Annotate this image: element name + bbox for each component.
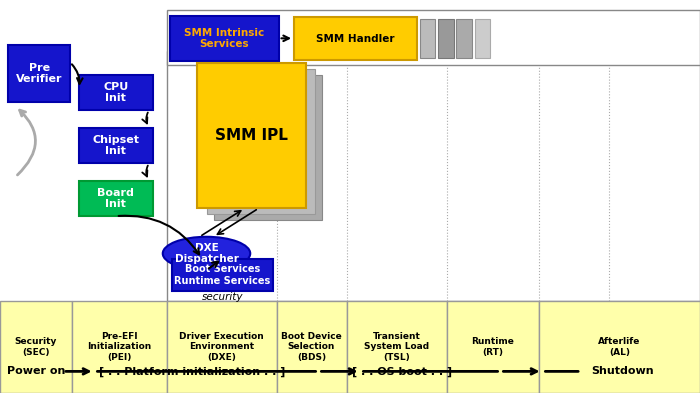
Text: Driver Execution
Environment
(DXE): Driver Execution Environment (DXE) <box>179 332 264 362</box>
FancyBboxPatch shape <box>72 301 167 393</box>
FancyBboxPatch shape <box>0 301 72 393</box>
Text: Board
Init: Board Init <box>97 188 134 209</box>
FancyBboxPatch shape <box>206 69 315 214</box>
FancyBboxPatch shape <box>475 19 490 58</box>
Text: SMM IPL: SMM IPL <box>215 128 288 143</box>
Text: Chipset
Init: Chipset Init <box>92 135 139 156</box>
FancyBboxPatch shape <box>167 301 276 393</box>
FancyBboxPatch shape <box>167 10 700 65</box>
FancyBboxPatch shape <box>167 51 700 301</box>
Text: Shutdown: Shutdown <box>592 366 654 376</box>
Text: Transient
System Load
(TSL): Transient System Load (TSL) <box>364 332 429 362</box>
FancyBboxPatch shape <box>79 128 153 163</box>
FancyBboxPatch shape <box>539 301 700 393</box>
FancyBboxPatch shape <box>8 45 70 102</box>
FancyBboxPatch shape <box>170 16 279 61</box>
Text: Pre-EFI
Initialization
(PEI): Pre-EFI Initialization (PEI) <box>88 332 151 362</box>
FancyBboxPatch shape <box>438 19 454 58</box>
FancyBboxPatch shape <box>447 301 539 393</box>
FancyBboxPatch shape <box>172 259 273 291</box>
Text: CPU
Init: CPU Init <box>103 82 129 103</box>
Text: Pre
Verifier: Pre Verifier <box>16 63 62 84</box>
FancyBboxPatch shape <box>346 301 447 393</box>
Text: SMM Intrinsic
Services: SMM Intrinsic Services <box>184 28 265 49</box>
Ellipse shape <box>162 237 251 270</box>
Text: SMM Handler: SMM Handler <box>316 33 395 44</box>
FancyBboxPatch shape <box>214 75 322 220</box>
Text: Boot Services
Runtime Services: Boot Services Runtime Services <box>174 264 270 285</box>
Text: [ . . Platform initialization . . ]: [ . . Platform initialization . . ] <box>99 366 286 376</box>
FancyBboxPatch shape <box>79 181 153 216</box>
Text: DXE
Dispatcher: DXE Dispatcher <box>174 243 239 264</box>
Text: Boot Device
Selection
(BDS): Boot Device Selection (BDS) <box>281 332 342 362</box>
FancyBboxPatch shape <box>294 17 416 60</box>
Text: Runtime
(RT): Runtime (RT) <box>471 337 514 356</box>
FancyBboxPatch shape <box>276 301 346 393</box>
FancyBboxPatch shape <box>79 75 153 110</box>
FancyBboxPatch shape <box>420 19 435 58</box>
Text: [ . . OS boot . . ]: [ . . OS boot . . ] <box>352 366 453 376</box>
FancyBboxPatch shape <box>197 63 306 208</box>
FancyBboxPatch shape <box>456 19 472 58</box>
Text: Afterlife
(AL): Afterlife (AL) <box>598 337 640 356</box>
Text: security: security <box>202 292 243 302</box>
Text: Security
(SEC): Security (SEC) <box>15 337 57 356</box>
Text: Power on: Power on <box>7 366 65 376</box>
